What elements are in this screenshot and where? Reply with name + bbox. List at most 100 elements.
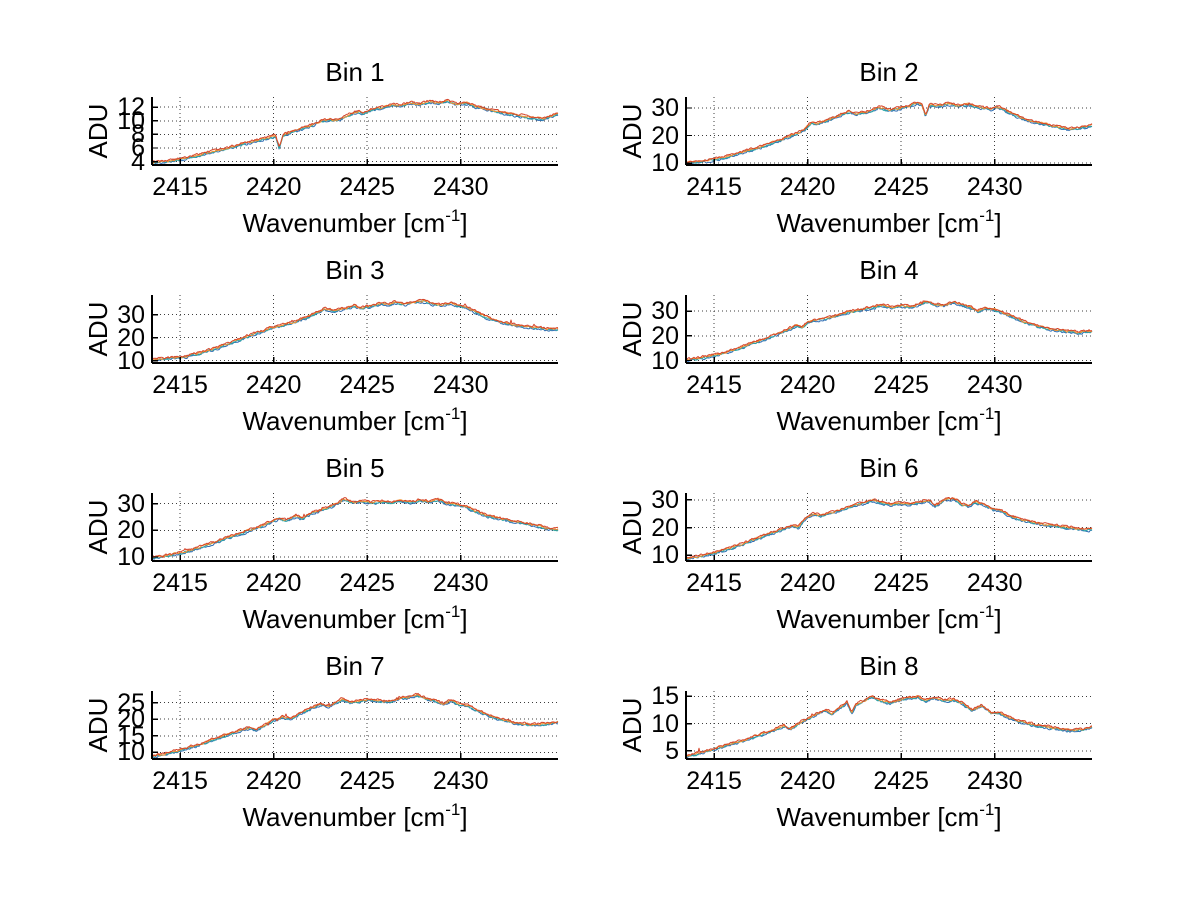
plot-canvas xyxy=(151,295,559,364)
x-axis-label: Wavenumber [cm-1] xyxy=(686,404,1092,441)
x-tick-label: 2430 xyxy=(432,767,489,795)
x-tick-label: 2415 xyxy=(152,767,208,795)
y-tick-label: 25 xyxy=(117,688,145,717)
x-tick-label: 2425 xyxy=(873,569,929,597)
spectrum-trace-red xyxy=(151,692,559,757)
x-tick-label: 2415 xyxy=(152,173,208,201)
x-tick-label: 2425 xyxy=(339,371,395,399)
x-tick-label: 2415 xyxy=(686,173,742,201)
y-tick-label: 5 xyxy=(665,736,679,765)
y-tick-label: 10 xyxy=(651,346,679,375)
x-axis-label-bracket: ] xyxy=(460,406,468,436)
x-tick-label: 2425 xyxy=(873,767,929,795)
y-tick-label: 10 xyxy=(651,541,679,570)
x-axis-label-bracket: ] xyxy=(994,208,1002,238)
x-tick-label: 2420 xyxy=(245,173,302,201)
spectrum-trace-teal xyxy=(151,499,559,560)
x-tick-label: 2425 xyxy=(873,371,929,399)
x-axis-label-text: Wavenumber [cm xyxy=(776,604,980,634)
y-tick-label: 20 xyxy=(651,121,679,150)
y-tick-label: 15 xyxy=(651,682,679,711)
x-tick-label: 2420 xyxy=(779,173,836,201)
y-tick-label: 30 xyxy=(117,300,145,329)
subplot-title: Bin 8 xyxy=(859,651,919,681)
subplot-title: Bin 4 xyxy=(859,255,919,285)
x-tick-label: 2420 xyxy=(245,371,302,399)
spectrum-trace-orange xyxy=(151,498,559,559)
subplot-title: Bin 6 xyxy=(859,453,919,483)
y-tick-label: 4 xyxy=(131,147,145,176)
plot-canvas xyxy=(151,493,559,562)
x-axis-label-text: Wavenumber [cm xyxy=(776,406,980,436)
spectrum-trace-red xyxy=(685,695,1093,756)
x-axis-label: Wavenumber [cm-1] xyxy=(686,800,1092,837)
spectrum-trace-blue xyxy=(151,301,559,362)
spectrum-trace-orange xyxy=(151,99,559,165)
x-axis-label-text: Wavenumber [cm xyxy=(776,208,980,238)
x-tick-label: 2425 xyxy=(873,173,929,201)
x-tick-label: 2430 xyxy=(432,173,489,201)
x-tick-label: 2415 xyxy=(686,569,742,597)
x-axis-label-superscript: -1 xyxy=(979,800,995,819)
x-tick-label: 2415 xyxy=(152,569,208,597)
x-axis-label-superscript: -1 xyxy=(979,602,995,621)
subplot-title: Bin 2 xyxy=(859,57,919,87)
y-tick-label: 10 xyxy=(117,543,145,571)
x-tick-label: 2420 xyxy=(245,569,302,597)
x-tick-label: 2420 xyxy=(779,767,836,795)
spectrum-trace-orange xyxy=(151,299,559,361)
y-tick-label: 8 xyxy=(131,120,145,149)
x-axis-label-text: Wavenumber [cm xyxy=(242,208,446,238)
y-tick-label: 10 xyxy=(651,709,679,738)
x-axis-label-bracket: ] xyxy=(994,406,1002,436)
spectrum-trace-red xyxy=(151,497,559,558)
x-tick-label: 2430 xyxy=(432,371,489,399)
x-axis-label: Wavenumber [cm-1] xyxy=(152,206,558,243)
y-tick-label: 15 xyxy=(117,721,145,750)
y-tick-label: 20 xyxy=(651,513,679,542)
spectrum-trace-teal xyxy=(685,497,1093,560)
plot-canvas xyxy=(685,691,1093,760)
x-axis-label: Wavenumber [cm-1] xyxy=(686,602,1092,639)
subplot-title: Bin 5 xyxy=(325,453,385,483)
x-axis-label: Wavenumber [cm-1] xyxy=(152,800,558,837)
x-axis-label-text: Wavenumber [cm xyxy=(242,802,446,832)
plot-canvas xyxy=(685,97,1093,166)
spectrum-trace-red xyxy=(685,300,1093,360)
x-tick-label: 2420 xyxy=(245,767,302,795)
x-axis-label-bracket: ] xyxy=(994,604,1002,634)
y-tick-label: 30 xyxy=(651,94,679,122)
x-axis-label-superscript: -1 xyxy=(445,800,461,819)
spectrum-trace-blue xyxy=(151,695,559,760)
x-tick-label: 2425 xyxy=(339,173,395,201)
y-tick-label: 10 xyxy=(117,106,145,135)
spectrum-trace-red xyxy=(685,497,1093,559)
x-tick-label: 2430 xyxy=(432,569,489,597)
x-axis-label-bracket: ] xyxy=(460,604,468,634)
x-axis-label-superscript: -1 xyxy=(445,404,461,423)
x-tick-label: 2420 xyxy=(779,371,836,399)
spectrum-trace-orange xyxy=(685,300,1093,361)
x-axis-label: Wavenumber [cm-1] xyxy=(686,206,1092,243)
y-tick-label: 6 xyxy=(131,134,145,162)
x-axis-label: Wavenumber [cm-1] xyxy=(152,404,558,441)
x-axis-label-text: Wavenumber [cm xyxy=(776,802,980,832)
y-tick-label: 20 xyxy=(117,323,145,352)
x-axis-label-text: Wavenumber [cm xyxy=(242,406,446,436)
x-tick-label: 2430 xyxy=(966,767,1023,795)
x-axis-label-bracket: ] xyxy=(994,802,1002,832)
y-tick-label: 30 xyxy=(651,297,679,326)
x-axis-label-superscript: -1 xyxy=(445,602,461,621)
x-axis-label: Wavenumber [cm-1] xyxy=(152,602,558,639)
x-tick-label: 2430 xyxy=(966,569,1023,597)
subplot-title: Bin 3 xyxy=(325,255,385,285)
plot-canvas xyxy=(685,295,1093,364)
spectrum-trace-orange xyxy=(685,497,1093,560)
x-tick-label: 2430 xyxy=(966,371,1023,399)
spectrum-trace-blue xyxy=(151,499,559,560)
y-tick-label: 12 xyxy=(117,93,145,122)
x-axis-label-superscript: -1 xyxy=(445,206,461,225)
x-axis-label-superscript: -1 xyxy=(979,404,995,423)
subplot-title: Bin 1 xyxy=(325,57,385,87)
